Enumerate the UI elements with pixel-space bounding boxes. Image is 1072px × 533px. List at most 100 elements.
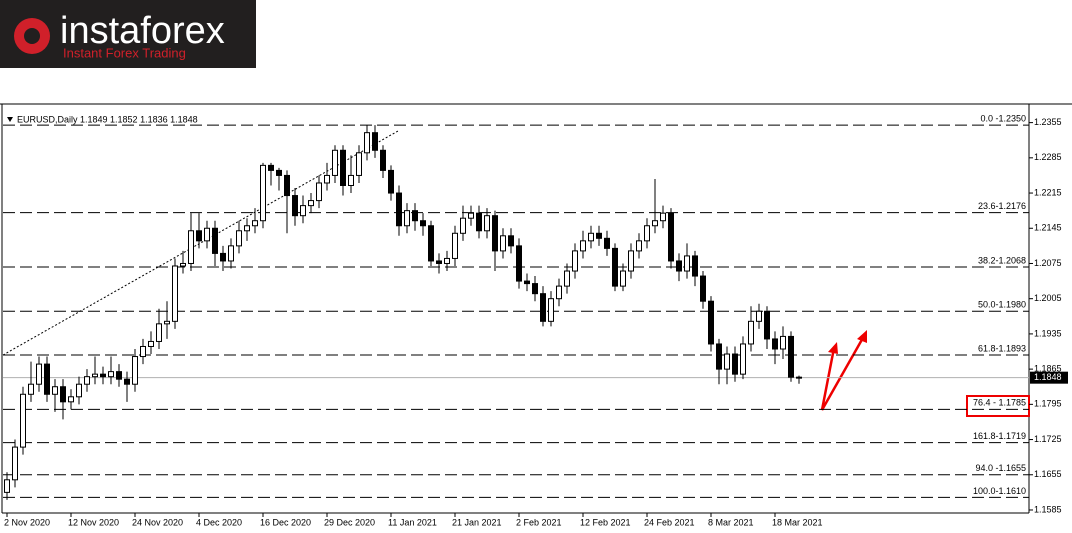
candle-body	[140, 345, 146, 358]
y-tick-label: 1.1655	[1034, 469, 1062, 479]
candle-body	[692, 255, 698, 277]
fib-label: 38.2-1.2068	[978, 255, 1026, 265]
candle-body	[68, 396, 74, 403]
candle-body	[756, 310, 762, 322]
candle-body	[572, 250, 578, 272]
last-price-box	[1030, 371, 1068, 384]
candle-body	[172, 265, 178, 322]
candle-body	[636, 240, 642, 252]
y-tick-label: 1.2075	[1034, 258, 1062, 268]
x-tick-label: 16 Dec 2020	[260, 517, 311, 527]
candle-body	[468, 212, 474, 219]
logo-tagline: Instant Forex Trading	[63, 45, 186, 60]
candle-body	[236, 230, 242, 247]
candle-body	[404, 210, 410, 227]
candle-body	[740, 343, 746, 375]
candle-body	[548, 298, 554, 322]
y-tick-label: 1.2005	[1034, 293, 1062, 303]
candle-body	[84, 376, 90, 385]
fib-label: 23.6-1.2176	[978, 201, 1026, 211]
candle-body	[644, 225, 650, 242]
candle-body	[308, 200, 314, 207]
candle-body	[452, 232, 458, 259]
candle-body	[132, 356, 138, 385]
trend-line	[2, 130, 399, 356]
candle-body	[364, 132, 370, 154]
candle-body	[260, 164, 266, 222]
candle-body	[412, 210, 418, 222]
x-tick-label: 24 Feb 2021	[644, 517, 695, 527]
candle-body	[4, 479, 10, 493]
candle-body	[508, 235, 514, 247]
candle-body	[676, 260, 682, 272]
candle-body	[732, 353, 738, 375]
arrow-head	[828, 330, 867, 354]
fib-label: 61.8-1.1893	[978, 343, 1026, 353]
candle-body	[772, 338, 778, 350]
x-tick-label: 2 Nov 2020	[4, 517, 50, 527]
candle-body	[324, 174, 330, 184]
x-tick-label: 21 Jan 2021	[452, 517, 502, 527]
candle-body	[348, 174, 354, 186]
candle-body	[212, 227, 218, 254]
fib-label: 50.0-1.1980	[978, 300, 1026, 310]
candle-body	[52, 386, 58, 395]
y-tick-label: 1.1795	[1034, 399, 1062, 409]
chart-header: EURUSD,Daily 1.1849 1.1852 1.1836 1.1848	[17, 114, 198, 124]
candle-body	[124, 378, 130, 385]
candle-body	[444, 257, 450, 264]
candle-body	[396, 192, 402, 227]
candle-body	[204, 227, 210, 242]
candle-body	[748, 320, 754, 345]
candle-body	[524, 280, 530, 285]
x-tick-label: 4 Dec 2020	[196, 517, 242, 527]
candle-body	[292, 195, 298, 217]
candle-body	[764, 310, 770, 340]
y-tick-label: 1.2355	[1034, 117, 1062, 127]
logo-name: instaforex	[60, 10, 225, 52]
candle-body	[20, 393, 26, 448]
x-tick-label: 12 Feb 2021	[580, 517, 631, 527]
candle-body	[100, 373, 106, 378]
candle-body	[156, 323, 162, 342]
candle-body	[796, 376, 802, 379]
y-tick-label: 1.2145	[1034, 223, 1062, 233]
x-tick-label: 18 Mar 2021	[772, 517, 823, 527]
candle-body	[12, 446, 18, 481]
x-tick-label: 29 Dec 2020	[324, 517, 375, 527]
candle-body	[700, 275, 706, 302]
fib-label: 0.0 -1.2350	[980, 114, 1026, 124]
candle-body	[428, 225, 434, 262]
x-tick-label: 11 Jan 2021	[388, 517, 437, 527]
x-tick-label: 24 Nov 2020	[132, 517, 183, 527]
candle-body	[316, 182, 322, 202]
candle-body	[276, 169, 282, 176]
candle-body	[564, 270, 570, 287]
candle-body	[300, 205, 306, 217]
candle-body	[652, 220, 658, 227]
fib-label: 94.0 -1.1655	[975, 463, 1026, 473]
candle-body	[108, 371, 114, 378]
candle-body	[340, 149, 346, 186]
x-tick-label: 2 Feb 2021	[516, 517, 562, 527]
candle-body	[476, 212, 482, 232]
candle-body	[628, 250, 634, 272]
candle-body	[516, 245, 522, 282]
candle-body	[620, 270, 626, 287]
candle-body	[116, 371, 122, 380]
x-tick-label: 12 Nov 2020	[68, 517, 119, 527]
candle-body	[228, 245, 234, 262]
candle-body	[532, 283, 538, 295]
fib-label: 161.8-1.1719	[973, 431, 1026, 441]
candle-body	[164, 320, 170, 325]
candle-body	[724, 353, 730, 370]
candle-body	[356, 152, 362, 176]
candle-body	[92, 373, 98, 378]
last-price-label: 1.1848	[1034, 372, 1062, 382]
candle-body	[76, 383, 82, 398]
candle-body	[716, 343, 722, 370]
candle-body	[436, 260, 442, 264]
y-tick-label: 1.1725	[1034, 434, 1062, 444]
candle-body	[660, 212, 666, 222]
candle-body	[788, 335, 794, 378]
